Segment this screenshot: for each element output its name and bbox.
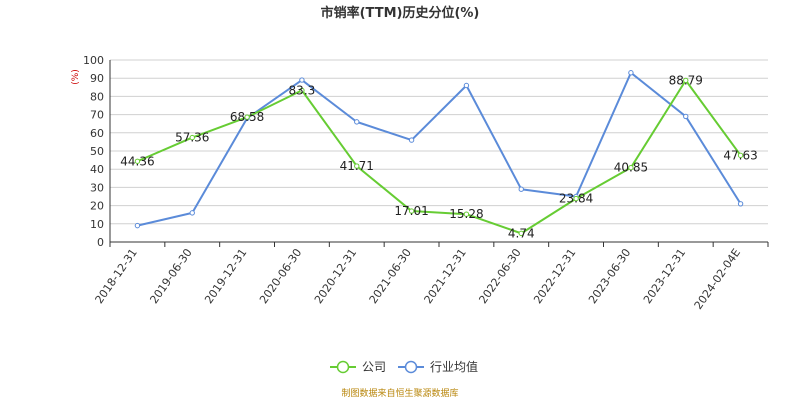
data-point (463, 211, 470, 217)
y-tick-labels: 0 10 20 30 40 50 60 70 80 90 100 (83, 54, 104, 249)
x-tick-label: 2019-12-31 (202, 246, 249, 306)
legend-item-0[interactable]: 公司 (330, 360, 386, 374)
y-tick-label: 50 (90, 145, 104, 158)
data-point (408, 208, 415, 214)
y-tick-label: 100 (83, 54, 104, 67)
data-point (737, 152, 744, 159)
x-tick-labels: 2018-12-31 2019-06-30 2019-12-31 2020-06-30… (93, 246, 744, 312)
data-point (354, 163, 360, 169)
y-tick-label: 40 (90, 163, 104, 176)
x-tick-label: 2021-12-31 (422, 246, 469, 306)
data-point (518, 230, 524, 237)
y-tick-label: 90 (90, 72, 104, 85)
series-line-0 (137, 79, 742, 235)
data-point (573, 195, 579, 202)
x-tick-label: 2020-06-30 (257, 246, 304, 306)
x-tick-label: 2023-06-30 (586, 246, 633, 306)
axes (109, 60, 769, 247)
data-label: 57.36 (175, 131, 209, 145)
data-label: 40.85 (614, 161, 648, 175)
gridlines (110, 59, 768, 225)
legend[interactable]: 公司 行业均值 (330, 359, 478, 374)
data-point (299, 87, 305, 94)
y-tick-label: 0 (97, 236, 104, 249)
data-label: 44.36 (120, 154, 154, 168)
data-point (134, 222, 141, 229)
x-tick-label: 2019-06-30 (147, 246, 194, 306)
y-tick-label: 60 (90, 127, 104, 140)
y-tick-label: 70 (90, 109, 104, 122)
y-tick-label: 80 (90, 90, 104, 103)
legend-swatch-marker (336, 360, 350, 374)
data-label: 68.58 (230, 110, 264, 124)
y-tick-label: 20 (90, 200, 104, 213)
data-point (628, 164, 634, 171)
data-point (244, 114, 250, 120)
y-axis-unit-label: (%) (71, 69, 81, 85)
legend-item-1[interactable]: 行业均值 (398, 359, 478, 374)
data-point (518, 186, 524, 192)
data-labels: 44.36 57.36 68.58 83.3 41.71 17.01 15.28 4.74 23… (120, 73, 758, 240)
data-point (683, 113, 689, 120)
y-tick-label: 30 (90, 181, 104, 194)
data-label: 83.3 (289, 83, 316, 97)
x-tick-label: 2022-06-30 (476, 246, 523, 306)
series-line-1 (137, 71, 742, 227)
data-point (354, 119, 360, 125)
legend-swatch-marker (404, 360, 418, 374)
data-label: 17.01 (394, 204, 428, 218)
x-tick-label: 2020-12-31 (312, 246, 359, 306)
data-point (134, 158, 141, 164)
data-point (299, 77, 305, 83)
data-point (463, 82, 470, 89)
data-label: 15.28 (449, 207, 483, 221)
data-label: 88.79 (669, 73, 703, 87)
data-label: 23.84 (559, 192, 593, 206)
x-tick-label: 2018-12-31 (93, 246, 140, 306)
legend-label: 行业均值 (430, 359, 478, 374)
data-label: 4.74 (508, 226, 535, 240)
source-note: 制图数据来自恒生聚源数据库 (341, 387, 458, 399)
x-tick-label: 2021-06-30 (367, 246, 414, 306)
series (134, 70, 744, 237)
data-point (189, 134, 195, 141)
x-tick-label: 2024-02-04E (692, 246, 743, 312)
data-point (189, 210, 195, 216)
data-label: 41.71 (340, 159, 374, 173)
x-tick-label: 2022-12-31 (531, 246, 578, 306)
x-tick-label: 2023-12-31 (641, 246, 688, 306)
data-label: 47.63 (723, 148, 757, 162)
data-point (683, 77, 689, 84)
data-point (737, 201, 744, 207)
legend-label: 公司 (362, 360, 386, 374)
y-tick-label: 10 (90, 218, 104, 231)
data-point (628, 70, 634, 76)
data-point (408, 137, 415, 143)
chart-title: 市销率(TTM)历史分位(%) (321, 5, 480, 21)
